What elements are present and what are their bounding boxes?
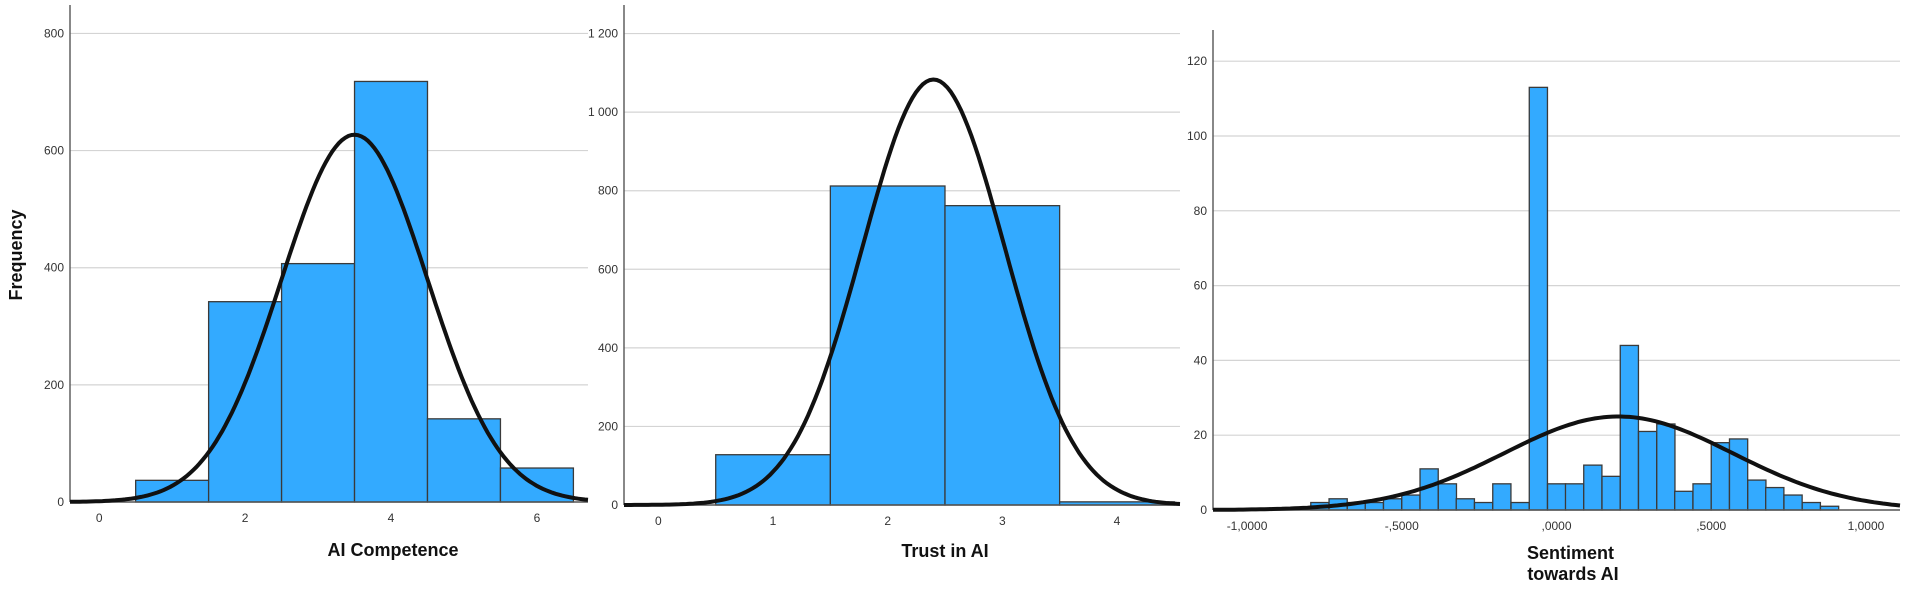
histogram-bar bbox=[1401, 494, 1421, 511]
histogram-bar bbox=[1473, 501, 1494, 511]
x-tick-label: 1 bbox=[770, 514, 777, 528]
x-tick-label: 2 bbox=[884, 514, 891, 528]
histogram-bar bbox=[1692, 483, 1712, 511]
chart-2: 0 200 400 600 800 1 000 1 200 0 1 2 3 4 bbox=[588, 5, 1181, 528]
y-tick-label: 400 bbox=[44, 261, 64, 275]
histogram-bar bbox=[1674, 490, 1694, 511]
y-tick-label: 80 bbox=[1194, 204, 1208, 218]
chart-1: 0 200 400 600 800 0 2 4 6 bbox=[44, 5, 589, 525]
histogram-bar bbox=[1747, 479, 1767, 511]
histogram-bar bbox=[207, 301, 283, 503]
histogram-bar bbox=[1601, 475, 1621, 511]
histogram-bar bbox=[1619, 344, 1640, 511]
y-tick-label: 200 bbox=[598, 419, 618, 433]
y-tick-label: 100 bbox=[1187, 129, 1207, 143]
histogram-bar bbox=[1637, 430, 1658, 511]
x-tick-label: 4 bbox=[1114, 514, 1121, 528]
x-tick-label: 4 bbox=[388, 511, 395, 525]
chart-3: 0 20 40 60 80 100 120 -1,0000 -,5000 ,0000 ,5000 1,… bbox=[1187, 30, 1901, 533]
histogram-bar bbox=[1455, 498, 1476, 511]
histogram-bar bbox=[1783, 494, 1803, 511]
x-axis-title-ai-competence: AI Competence bbox=[327, 540, 458, 560]
y-tick-label: 800 bbox=[44, 26, 64, 40]
x-tick-label: 2 bbox=[242, 511, 249, 525]
histogram-bar bbox=[1564, 483, 1585, 511]
y-tick-label: 0 bbox=[1200, 503, 1207, 517]
normal-curve bbox=[624, 77, 1181, 507]
histogram-bar bbox=[353, 80, 429, 503]
normal-curve bbox=[70, 132, 589, 504]
histogram-bar bbox=[1382, 498, 1403, 511]
histogram-bar bbox=[1801, 501, 1822, 511]
x-tick-label: 0 bbox=[96, 511, 103, 525]
y-tick-label: 600 bbox=[44, 144, 64, 158]
histogram-bar bbox=[1583, 464, 1603, 511]
x-tick-label: 6 bbox=[534, 511, 541, 525]
normal-curve bbox=[1213, 414, 1901, 512]
histogram-bar bbox=[1546, 483, 1567, 511]
y-tick-label: 1 200 bbox=[588, 27, 618, 41]
histogram-bar bbox=[944, 204, 1061, 506]
y-tick-label: 120 bbox=[1187, 54, 1207, 68]
histogram-bar bbox=[1437, 483, 1458, 511]
x-tick-label: ,5000 bbox=[1696, 519, 1726, 533]
x-axis-title-sentiment-towards-ai: Sentiment towards AI bbox=[1527, 543, 1619, 584]
histogram-bar bbox=[1528, 86, 1549, 511]
x-tick-label: -1,0000 bbox=[1227, 519, 1268, 533]
x-tick-label: 0 bbox=[655, 514, 662, 528]
y-axis-title: Frequency bbox=[6, 209, 26, 300]
histogram-bar bbox=[1728, 438, 1749, 511]
histogram-bar bbox=[1710, 442, 1731, 511]
y-tick-label: 60 bbox=[1194, 279, 1208, 293]
x-axis-title-sentiment-line-1: Sentiment bbox=[1527, 543, 1614, 563]
x-tick-label: 3 bbox=[999, 514, 1006, 528]
y-tick-label: 1 000 bbox=[588, 105, 618, 119]
x-tick-label: -,5000 bbox=[1385, 519, 1419, 533]
y-tick-label: 200 bbox=[44, 378, 64, 392]
x-tick-label: ,0000 bbox=[1541, 519, 1571, 533]
x-axis-title-sentiment-line-2: towards AI bbox=[1527, 564, 1618, 584]
y-tick-label: 0 bbox=[57, 495, 64, 509]
histogram-bar bbox=[1656, 423, 1676, 511]
histogram-bar bbox=[1364, 501, 1385, 511]
x-tick-label: 1,0000 bbox=[1848, 519, 1885, 533]
x-axis-title-trust-in-ai: Trust in AI bbox=[901, 541, 988, 561]
histogram-bar bbox=[1510, 501, 1530, 511]
histogram-bar bbox=[1492, 483, 1512, 511]
y-tick-label: 40 bbox=[1194, 353, 1208, 367]
y-tick-label: 800 bbox=[598, 184, 618, 198]
histogram-bar bbox=[280, 262, 356, 503]
histogram-bar bbox=[829, 185, 946, 506]
histogram-bar bbox=[426, 418, 502, 503]
histogram-bar bbox=[1765, 486, 1785, 511]
y-tick-label: 400 bbox=[598, 341, 618, 355]
y-tick-label: 600 bbox=[598, 262, 618, 276]
y-tick-label: 20 bbox=[1194, 428, 1208, 442]
y-tick-label: 0 bbox=[611, 498, 618, 512]
